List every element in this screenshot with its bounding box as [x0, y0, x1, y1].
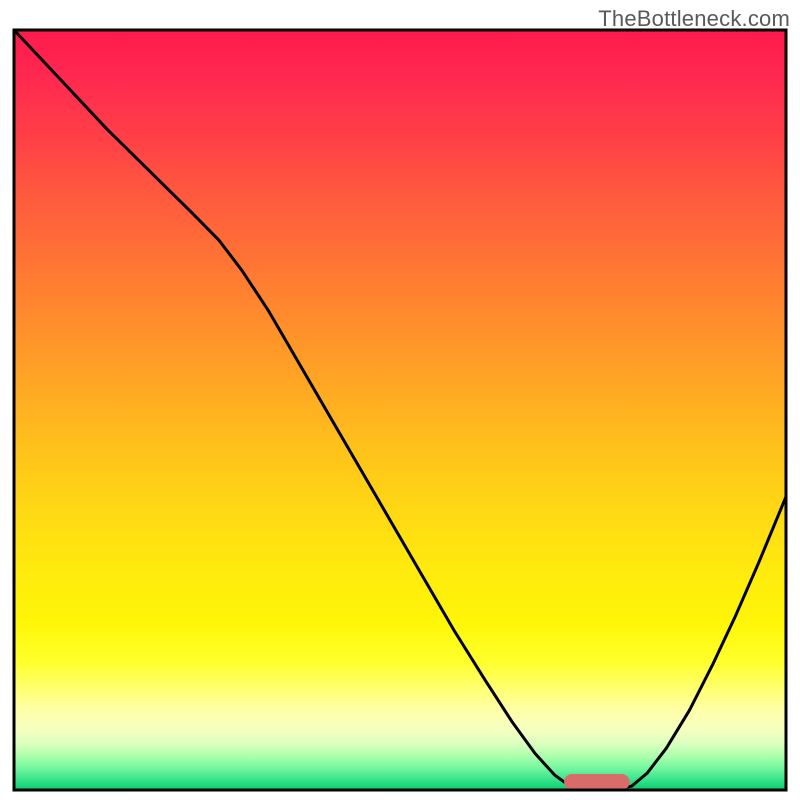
sweet-spot-marker — [564, 774, 630, 790]
plot-background — [14, 30, 786, 790]
bottleneck-chart — [0, 0, 800, 800]
watermark-text: TheBottleneck.com — [598, 6, 790, 32]
